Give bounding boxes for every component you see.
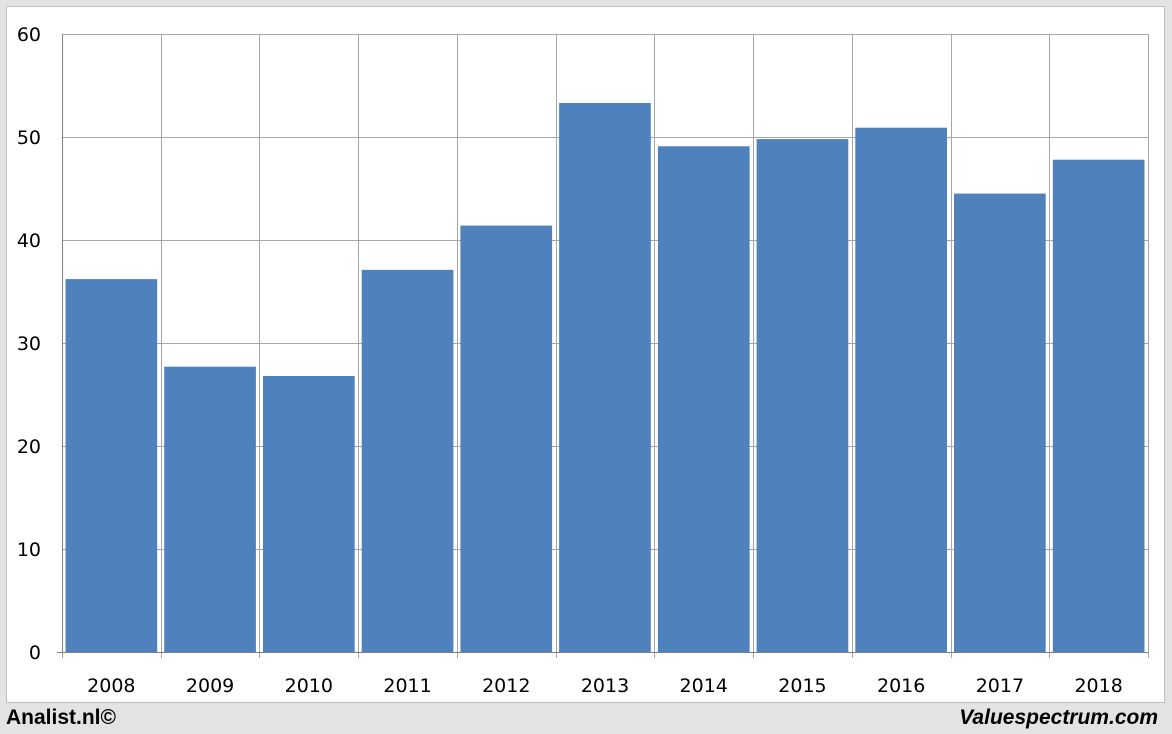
bar-2013: [559, 103, 651, 652]
bar-2015: [756, 139, 849, 653]
bar-2017: [954, 193, 1046, 652]
y-tick-labels: 0 10 20 30 40 50 60: [17, 24, 41, 664]
x-tick-label-2008: 2008: [87, 675, 135, 697]
bar-2009: [164, 366, 256, 652]
x-tick-label-2012: 2012: [482, 675, 530, 697]
x-tick-label-2013: 2013: [581, 675, 629, 697]
axis-layer: [57, 34, 1148, 653]
footer-source-right: Valuespectrum.com: [959, 706, 1158, 729]
y-tick-label-50: 50: [17, 127, 41, 149]
y-tick-label-60: 60: [17, 24, 41, 46]
y-tick-label-20: 20: [17, 436, 41, 458]
bar-2018: [1052, 159, 1145, 652]
bar-2014: [657, 146, 750, 653]
bar-2010: [263, 376, 355, 652]
x-tick-label-2017: 2017: [976, 675, 1024, 697]
footer-source-left: Analist.nl©: [6, 706, 116, 729]
x-tick-labels: 2008 2009 2010 2011 2012 2013 2014 2015 2016 2017…: [87, 675, 1123, 697]
x-tick-label-2011: 2011: [383, 675, 431, 697]
bar-2016: [855, 127, 947, 652]
y-tick-label-10: 10: [17, 539, 41, 561]
y-tick-label-30: 30: [17, 333, 41, 355]
x-tick-label-2009: 2009: [186, 675, 234, 697]
bar-2008: [65, 279, 158, 652]
bars-layer: [65, 103, 1145, 653]
y-tick-label-0: 0: [29, 642, 41, 664]
x-tick-label-2018: 2018: [1074, 675, 1122, 697]
bar-2012: [460, 225, 553, 652]
x-tick-label-2014: 2014: [680, 675, 728, 697]
x-tick-label-2015: 2015: [778, 675, 826, 697]
x-tick-label-2010: 2010: [285, 675, 333, 697]
bar-2011: [361, 269, 454, 652]
x-tick-label-2016: 2016: [877, 675, 925, 697]
y-tick-label-40: 40: [17, 230, 41, 252]
